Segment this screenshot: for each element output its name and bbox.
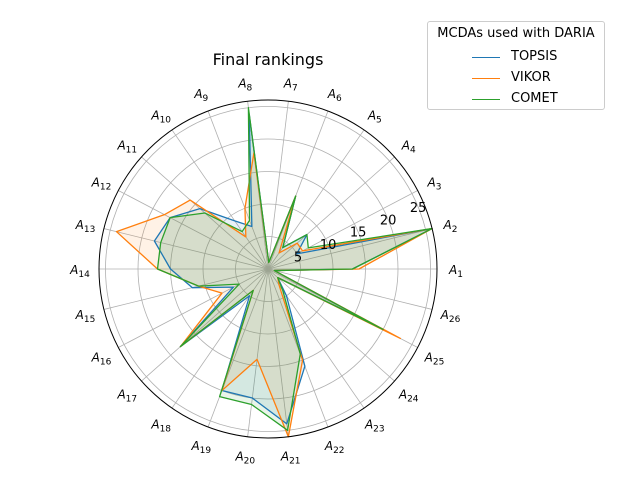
category-label-A7: A7 (283, 76, 298, 93)
radial-tick-20: 20 (380, 213, 397, 228)
grid-spoke (267, 101, 289, 270)
category-label-A16: A16 (91, 350, 112, 367)
series-fill-vikor (116, 152, 433, 437)
category-label-A13: A13 (75, 218, 96, 235)
radial-tick-25: 25 (410, 201, 427, 216)
category-label-A6: A6 (327, 87, 342, 104)
radial-tick-labels: 5 10 15 20 25 (294, 201, 427, 266)
legend-label-topsis: TOPSIS (511, 49, 558, 64)
grid-spoke (171, 129, 269, 270)
category-label-A14: A14 (69, 263, 90, 280)
grid-spoke (207, 110, 269, 270)
grid-spoke (118, 190, 269, 270)
series-fill-comet (157, 107, 433, 431)
polar-grid (99, 101, 437, 437)
grid-spoke (267, 268, 365, 409)
category-label-A18: A18 (150, 418, 171, 435)
grid-spoke (267, 110, 329, 270)
category-label-A12: A12 (91, 176, 112, 193)
category-label-A25: A25 (424, 350, 445, 367)
grid-spoke (247, 268, 269, 437)
grid-spoke (267, 156, 395, 270)
grid-spoke (103, 268, 269, 310)
series-fills (116, 107, 433, 437)
grid-spoke (141, 268, 269, 382)
category-label-A1: A1 (448, 263, 463, 280)
category-label-A11: A11 (116, 138, 137, 155)
grid-spoke (267, 190, 418, 270)
radial-tick-15: 15 (350, 226, 367, 241)
legend-swatch-vikor (472, 78, 500, 79)
grid-spoke (207, 268, 269, 428)
category-label-A5: A5 (367, 108, 382, 125)
grid-spoke (103, 228, 269, 270)
category-label-A26: A26 (440, 308, 461, 325)
grid-spoke (267, 268, 289, 437)
series-lines (115, 107, 433, 438)
legend-swatch-comet (472, 99, 500, 100)
legend: MCDAs used with DARIA TOPSIS VIKOR COMET (427, 21, 605, 110)
grid-spoke (118, 268, 269, 348)
radial-tick-5: 5 (294, 251, 302, 266)
category-label-A23: A23 (364, 418, 385, 435)
category-label-A10: A10 (150, 108, 171, 125)
legend-label-vikor: VIKOR (511, 70, 551, 85)
legend-title: MCDAs used with DARIA (437, 26, 595, 41)
grid-spoke (267, 129, 365, 270)
series-fill-topsis (154, 114, 433, 424)
chart-title: Final rankings (213, 50, 324, 69)
grid-spoke (267, 268, 433, 310)
category-label-A9: A9 (193, 87, 208, 104)
outer-frame (98, 99, 438, 439)
category-label-A21: A21 (280, 450, 301, 467)
category-label-A22: A22 (324, 439, 345, 456)
category-label-A4: A4 (401, 138, 416, 155)
legend-label-comet: COMET (511, 91, 558, 106)
series-line-comet (156, 107, 433, 431)
grid-spoke (267, 268, 395, 382)
radial-tick-10: 10 (320, 238, 337, 253)
legend-swatch-topsis (472, 57, 500, 58)
grid-spoke (267, 228, 433, 270)
category-label-A2: A2 (443, 218, 458, 235)
polar-frame (98, 99, 438, 439)
category-label-A15: A15 (75, 308, 96, 325)
category-label-A3: A3 (427, 176, 442, 193)
category-label-A8: A8 (237, 76, 252, 93)
category-label-A24: A24 (398, 388, 419, 405)
category-labels: A1 A2 A3 A4 A5 A6 A7 A8 A9 A10 A11 A12 A13 A14 A15 A16 A… (69, 76, 463, 466)
category-label-A20: A20 (234, 450, 255, 467)
category-label-A19: A19 (190, 439, 211, 456)
category-label-A17: A17 (116, 388, 137, 405)
